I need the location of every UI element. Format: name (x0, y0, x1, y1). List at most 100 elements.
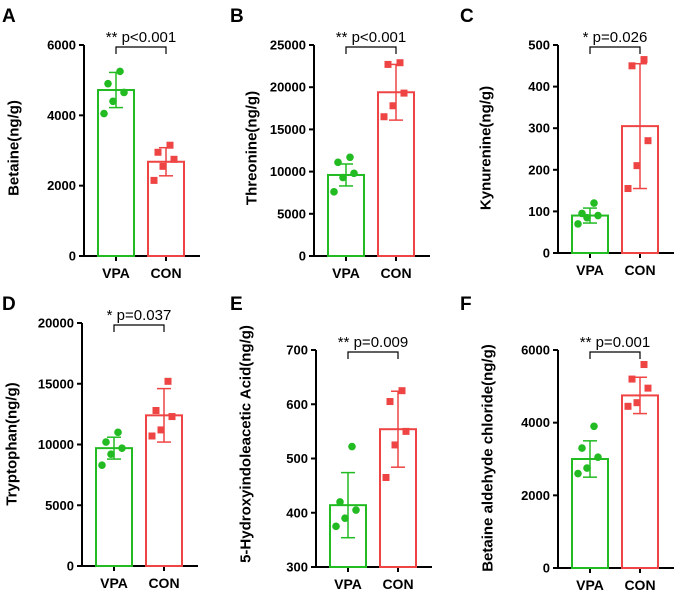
bar-con (621, 394, 659, 569)
significance-bracket (589, 46, 641, 54)
data-point-vpa (348, 442, 356, 451)
data-point-con (624, 402, 632, 410)
y-tick-label: 0 (299, 249, 306, 264)
data-point-con (633, 399, 641, 407)
data-point-vpa (574, 469, 582, 478)
y-tick-label: 400 (286, 505, 308, 520)
x-tick-label: VPA (332, 265, 360, 281)
significance-bracket (589, 351, 641, 359)
significance-bracket (113, 324, 165, 332)
data-point-con (152, 406, 160, 414)
y-axis-label: Betaine aldehyde chloride(ng/g) (480, 344, 497, 572)
data-point-con (628, 375, 636, 383)
data-point-vpa (583, 213, 591, 222)
y-tick-label: 200 (528, 162, 550, 177)
panel-letter: A (2, 6, 16, 27)
y-tick-label: 6000 (521, 343, 550, 358)
y-tick-label: 15000 (38, 376, 74, 391)
data-point-con (168, 413, 176, 421)
data-point-vpa (336, 498, 344, 506)
x-tick-label: CON (380, 265, 411, 281)
x-tick-label: CON (624, 262, 655, 278)
data-point-vpa (102, 438, 110, 446)
x-tick-label: CON (382, 576, 413, 592)
x-tick-label: CON (624, 577, 655, 593)
data-point-vpa (120, 88, 128, 97)
y-tick-label: 0 (69, 249, 76, 264)
data-point-vpa (100, 109, 108, 118)
data-point-con (400, 89, 408, 97)
significance-bracket (345, 46, 397, 54)
significance-bracket (115, 46, 167, 54)
data-point-con (398, 387, 406, 395)
data-point-vpa (590, 422, 598, 431)
y-axis-label: Kynurenine(ng/g) (478, 86, 495, 210)
data-point-vpa (109, 97, 117, 106)
y-axis-label: Threonine(ng/g) (244, 91, 261, 205)
significance-bracket (347, 351, 399, 359)
data-point-con (402, 427, 410, 435)
data-point-con (396, 59, 404, 67)
x-tick-label: VPA (576, 262, 604, 278)
data-point-vpa (104, 79, 112, 88)
panel-c: C Kynurenine(ng/g) 0 100 200 300 400 500 VPA CON *… (460, 6, 674, 278)
y-tick-label: 4000 (47, 108, 76, 123)
y-tick-label: 400 (528, 79, 550, 94)
y-axis-label: Betaine(ng/g) (6, 100, 23, 196)
y-tick-label: 500 (528, 38, 550, 53)
data-point-vpa (116, 67, 124, 76)
x-tick-label: VPA (102, 265, 130, 281)
data-point-con (159, 162, 167, 170)
panel-letter: D (2, 294, 16, 315)
x-tick-label: CON (148, 575, 179, 591)
data-point-con (384, 60, 392, 68)
data-point-con (624, 185, 632, 193)
panel-letter: E (230, 294, 243, 315)
y-tick-label: 600 (286, 397, 308, 412)
significance-label: ** p<0.001 (336, 29, 406, 46)
data-point-con (380, 113, 388, 121)
data-point-con (382, 473, 390, 481)
data-point-vpa (578, 444, 586, 452)
data-point-con (157, 426, 165, 434)
data-point-vpa (334, 158, 342, 167)
data-point-con (166, 141, 174, 149)
significance-label: ** p=0.001 (580, 334, 650, 351)
y-tick-label: 15000 (270, 122, 306, 137)
data-point-con (164, 377, 172, 385)
data-point-vpa (114, 428, 122, 437)
panel-f: F Betaine aldehyde chloride(ng/g) 0 2000 400… (460, 294, 674, 593)
data-point-con (148, 432, 156, 440)
y-tick-label: 0 (543, 246, 550, 261)
data-point-con (633, 162, 641, 170)
x-tick-label: VPA (334, 576, 362, 592)
y-tick-label: 6000 (47, 38, 76, 53)
data-point-con (644, 384, 652, 392)
y-tick-label: 300 (286, 560, 308, 575)
data-point-vpa (594, 453, 602, 461)
bar-vpa (327, 173, 365, 257)
data-point-vpa (346, 153, 354, 162)
y-tick-label: 4000 (521, 415, 550, 430)
x-tick-label: CON (150, 265, 181, 281)
y-tick-label: 10000 (38, 437, 74, 452)
data-point-con (644, 137, 652, 145)
y-tick-label: 100 (528, 204, 550, 219)
x-tick-label: VPA (576, 577, 604, 593)
data-point-con (150, 176, 158, 184)
panel-b: B Threonine(ng/g) 0 5000 10000 15000 20000 2500… (230, 6, 430, 281)
data-point-vpa (339, 173, 347, 182)
y-tick-label: 0 (67, 559, 74, 574)
data-point-con (640, 361, 648, 369)
data-point-con (391, 441, 399, 449)
x-tick-label: VPA (100, 575, 128, 591)
y-axis-label: 5-Hydroxyindoleacetic Acid(ng/g) (238, 325, 255, 563)
panel-letter: B (230, 6, 244, 27)
y-tick-label: 500 (286, 451, 308, 466)
data-point-con (628, 62, 636, 70)
data-point-vpa (583, 464, 591, 472)
y-tick-label: 20000 (270, 80, 306, 95)
y-tick-label: 20000 (38, 316, 74, 331)
significance-label: * p=0.026 (583, 29, 648, 46)
